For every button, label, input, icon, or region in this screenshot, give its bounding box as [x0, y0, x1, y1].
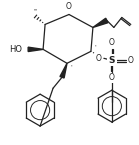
Polygon shape: [93, 18, 108, 27]
Text: O: O: [109, 38, 115, 47]
Text: ': ': [94, 44, 96, 49]
Text: S: S: [109, 56, 115, 65]
Text: O: O: [66, 2, 72, 11]
Text: O: O: [128, 56, 134, 65]
Text: O: O: [109, 73, 115, 82]
Text: ': ': [70, 64, 72, 69]
Text: HO: HO: [9, 45, 22, 54]
Polygon shape: [28, 47, 43, 51]
Polygon shape: [60, 63, 67, 78]
Text: O: O: [96, 54, 102, 63]
Text: ''': ''': [34, 8, 38, 13]
